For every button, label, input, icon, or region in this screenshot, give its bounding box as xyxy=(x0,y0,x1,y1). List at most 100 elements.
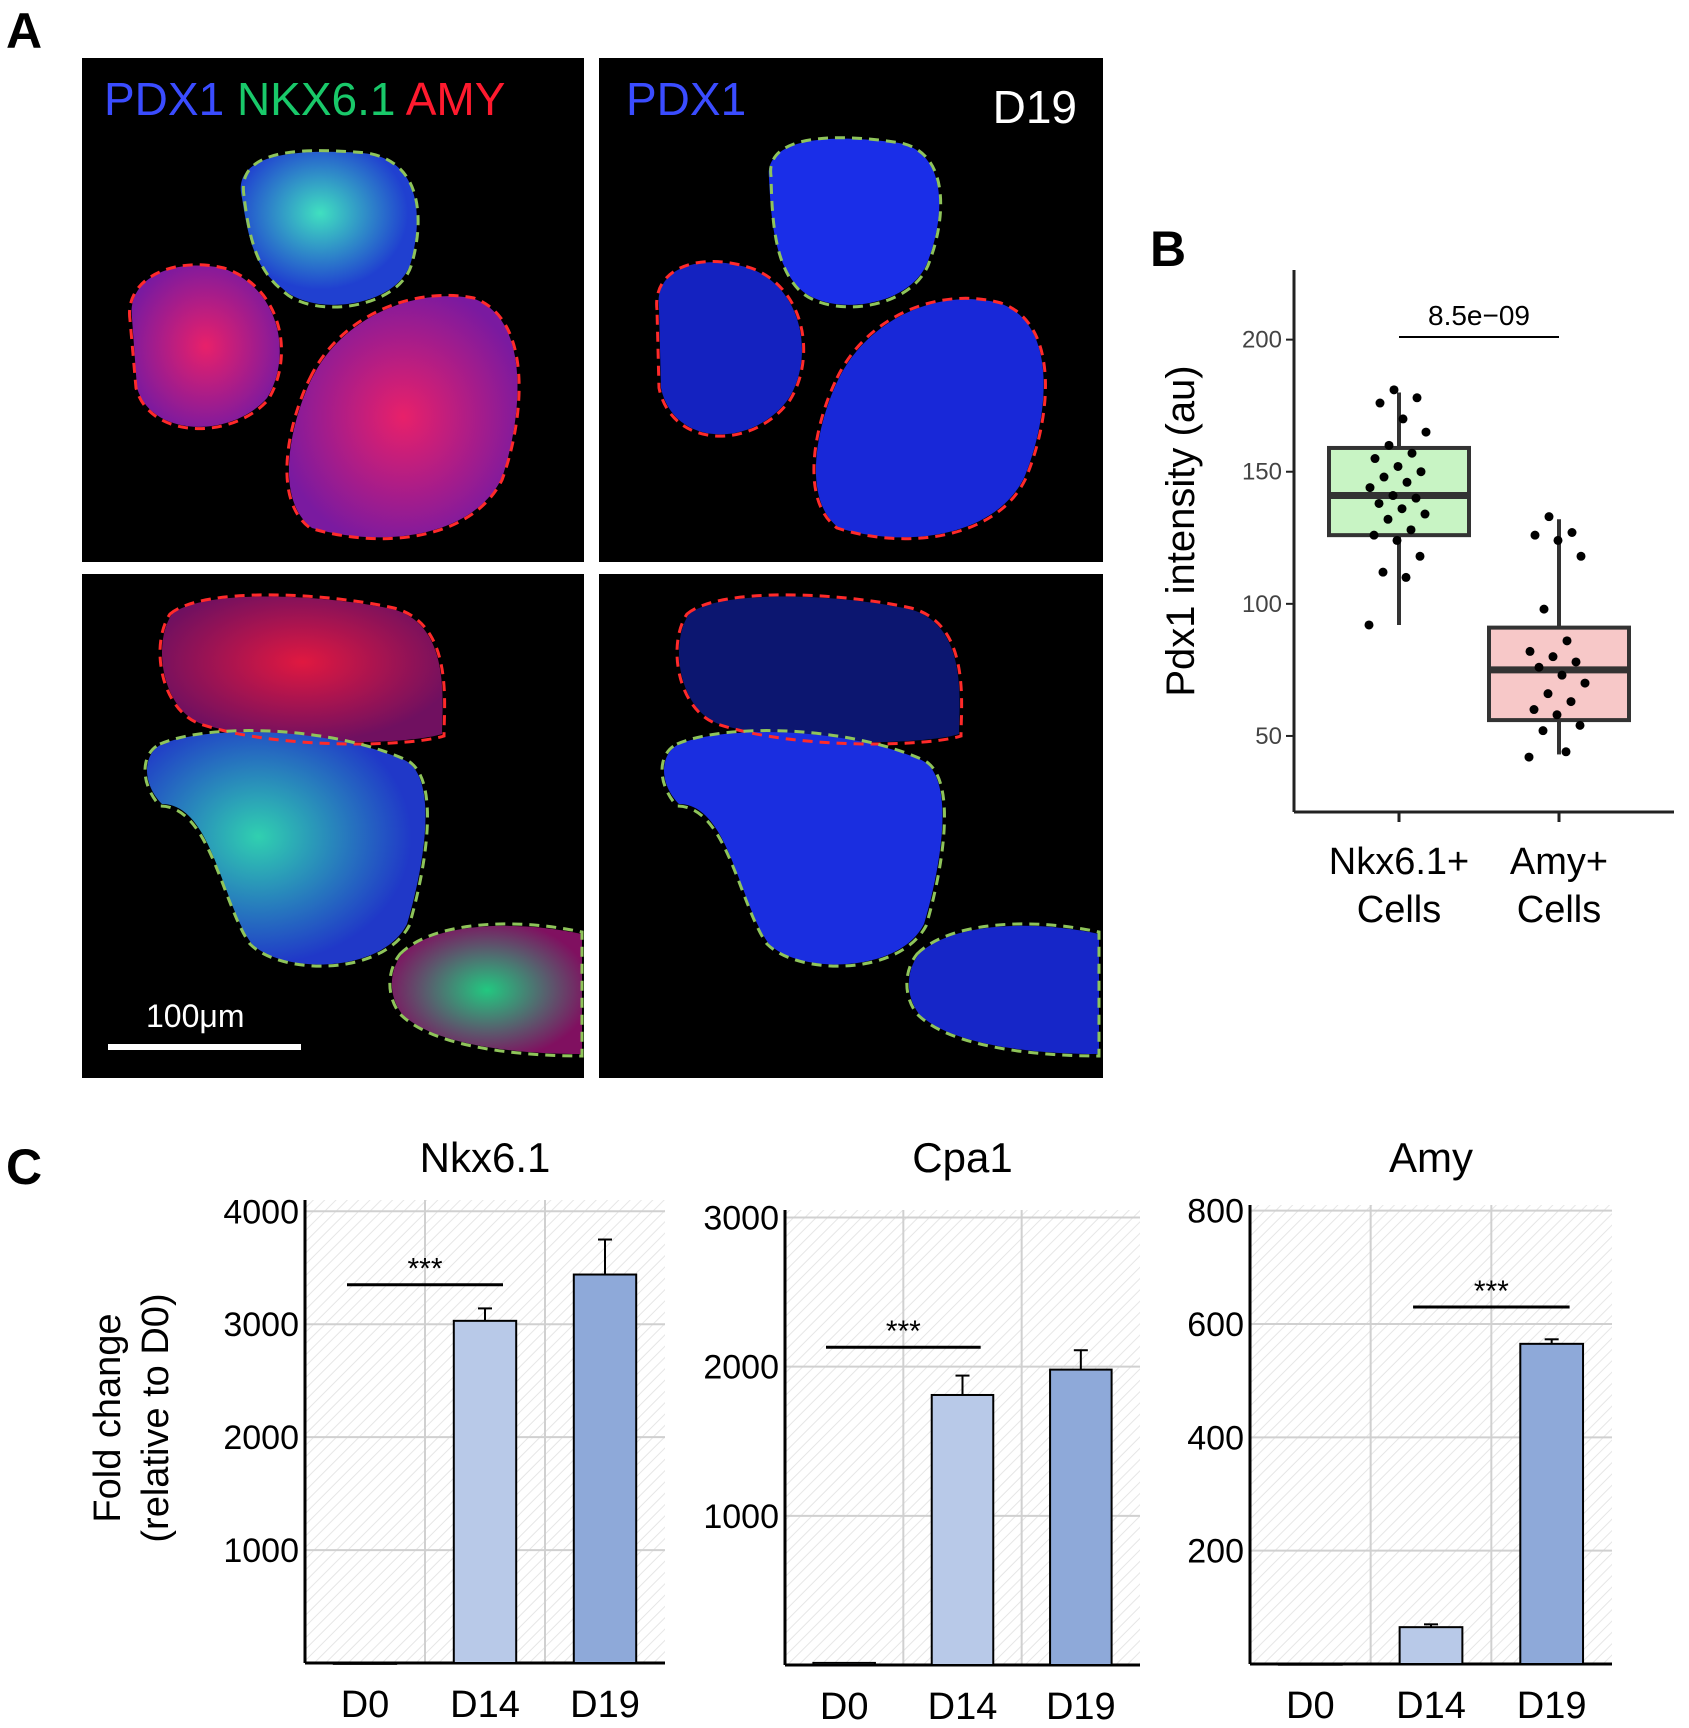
y-tick-label: 150 xyxy=(1242,459,1282,486)
panel-label-c: C xyxy=(6,1139,43,1195)
panel-label-b: B xyxy=(1150,221,1187,277)
data-point xyxy=(1552,710,1562,720)
scale-bar xyxy=(108,1044,301,1050)
y-axis-label-sub: (relative to D0) xyxy=(135,1293,177,1542)
bar xyxy=(812,1661,876,1667)
bar xyxy=(1398,1626,1464,1665)
significance-label: *** xyxy=(1474,1275,1509,1308)
data-point xyxy=(1389,385,1399,395)
y-tick-label: 100 xyxy=(1242,591,1282,618)
data-point xyxy=(1411,493,1421,503)
y-tick-label: 400 xyxy=(1187,1419,1244,1457)
data-point xyxy=(1392,535,1402,545)
micrograph-pdx1-bottom xyxy=(599,574,1103,1078)
data-point xyxy=(1378,567,1388,577)
bar xyxy=(1519,1342,1585,1665)
data-point xyxy=(1365,483,1375,493)
significance-label: *** xyxy=(886,1315,921,1348)
bar xyxy=(572,1273,638,1664)
data-point xyxy=(1383,514,1393,524)
x-tick-label: D19 xyxy=(1517,1685,1587,1727)
y-tick-label: 3000 xyxy=(223,1306,299,1344)
x-tick-label: D19 xyxy=(1046,1686,1116,1728)
x-tick-label: D0 xyxy=(820,1686,869,1728)
x-tick-label: Cells xyxy=(1517,889,1601,931)
stain-label-pdx1: PDX1 xyxy=(104,73,225,125)
data-point xyxy=(1412,393,1422,403)
data-point xyxy=(1364,620,1374,630)
bar xyxy=(452,1319,518,1665)
data-point xyxy=(1379,472,1389,482)
stain-label-pdx1-only: PDX1 xyxy=(626,73,747,125)
micrograph-merge-bottom: 100μm xyxy=(82,574,584,1078)
data-point xyxy=(1402,477,1412,487)
data-point xyxy=(1397,504,1407,514)
scale-bar-label: 100μm xyxy=(146,998,245,1034)
data-point xyxy=(1401,572,1411,582)
y-tick-label: 4000 xyxy=(223,1193,299,1231)
data-point xyxy=(1530,530,1540,540)
data-point xyxy=(1393,461,1403,471)
data-point xyxy=(1415,551,1425,561)
fold-change-bar-charts: 1000 2000 3000 4000 Nkx6.1 D0 D14 D19 *** 1000 200… xyxy=(87,1134,1612,1728)
data-point xyxy=(1420,509,1430,519)
box xyxy=(1327,445,1471,538)
x-tick-label: Cells xyxy=(1357,889,1441,931)
y-tick-label: 800 xyxy=(1187,1193,1244,1231)
bar xyxy=(1049,1368,1113,1666)
y-tick-label: 600 xyxy=(1187,1306,1244,1344)
data-point xyxy=(1407,448,1417,458)
data-point xyxy=(1421,427,1431,437)
data-point xyxy=(1524,752,1534,762)
y-tick-label: 1000 xyxy=(223,1532,299,1570)
bar xyxy=(332,1661,398,1665)
y-tick-label: 2000 xyxy=(223,1419,299,1457)
data-point xyxy=(1525,646,1535,656)
data-point xyxy=(1369,530,1379,540)
data-point xyxy=(1557,670,1567,680)
y-tick-label: 50 xyxy=(1255,723,1282,750)
data-point xyxy=(1567,528,1577,538)
data-point xyxy=(1566,697,1576,707)
data-point xyxy=(1384,440,1394,450)
data-point xyxy=(1553,535,1563,545)
significance-label: *** xyxy=(407,1253,442,1286)
y-tick-label: 1000 xyxy=(703,1498,779,1536)
x-tick-label: D0 xyxy=(341,1684,390,1726)
data-point xyxy=(1575,720,1585,730)
data-point xyxy=(1375,398,1385,408)
data-point xyxy=(1416,467,1426,477)
data-point xyxy=(1529,705,1539,715)
y-tick-label: 200 xyxy=(1187,1533,1244,1571)
y-axis-label: Pdx1 intensity (au) xyxy=(1159,365,1203,696)
data-point xyxy=(1534,662,1544,672)
subplot-title: Cpa1 xyxy=(912,1134,1012,1181)
x-tick-label: Amy+ xyxy=(1510,841,1608,883)
data-point xyxy=(1580,678,1590,688)
significance-label: 8.5e−09 xyxy=(1428,300,1530,331)
x-tick-label: D14 xyxy=(928,1686,998,1728)
y-tick-label: 3000 xyxy=(703,1199,779,1237)
micrograph-merge-top: PDX1 NKX6.1 AMY xyxy=(82,58,584,562)
data-point xyxy=(1406,525,1416,535)
data-point xyxy=(1544,512,1554,522)
x-tick-label: D19 xyxy=(570,1684,640,1726)
subplot-title: Nkx6.1 xyxy=(420,1134,551,1181)
data-point xyxy=(1374,498,1384,508)
data-point xyxy=(1571,657,1581,667)
x-tick-label: D14 xyxy=(1396,1685,1466,1727)
data-point xyxy=(1539,604,1549,614)
bar xyxy=(930,1393,995,1666)
x-tick-label: D14 xyxy=(450,1684,520,1726)
panel-label-a: A xyxy=(6,3,43,59)
data-point xyxy=(1370,454,1380,464)
y-tick-label: 200 xyxy=(1242,327,1282,354)
data-point xyxy=(1548,652,1558,662)
y-tick-label: 2000 xyxy=(703,1349,779,1387)
y-axis-label: Fold change xyxy=(87,1313,129,1522)
data-point xyxy=(1543,689,1553,699)
micrograph-pdx1-top: PDX1 D19 xyxy=(599,58,1103,562)
bar xyxy=(1277,1662,1343,1666)
data-point xyxy=(1561,747,1571,757)
x-tick-label: Nkx6.1+ xyxy=(1329,841,1469,883)
